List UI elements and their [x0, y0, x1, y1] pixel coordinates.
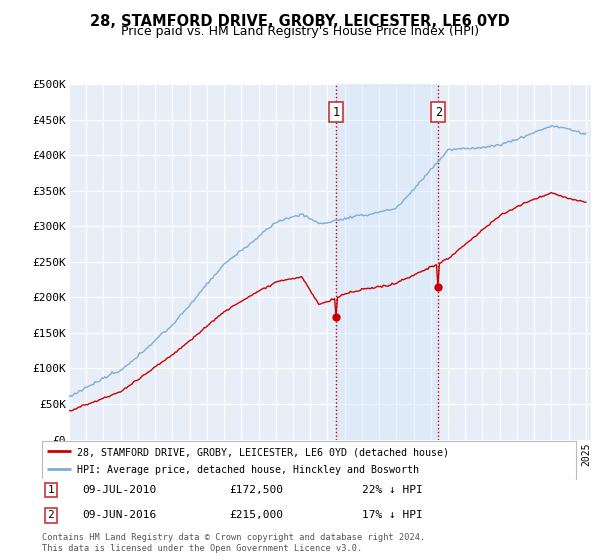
Text: 2: 2	[435, 106, 442, 119]
Text: 1: 1	[333, 106, 340, 119]
Text: 17% ↓ HPI: 17% ↓ HPI	[362, 510, 423, 520]
Text: 22% ↓ HPI: 22% ↓ HPI	[362, 485, 423, 495]
Text: 28, STAMFORD DRIVE, GROBY, LEICESTER, LE6 0YD (detached house): 28, STAMFORD DRIVE, GROBY, LEICESTER, LE…	[77, 447, 449, 457]
Text: 1: 1	[47, 485, 54, 495]
Text: Contains HM Land Registry data © Crown copyright and database right 2024.
This d: Contains HM Land Registry data © Crown c…	[42, 533, 425, 553]
Text: 09-JUN-2016: 09-JUN-2016	[82, 510, 156, 520]
Text: HPI: Average price, detached house, Hinckley and Bosworth: HPI: Average price, detached house, Hinc…	[77, 465, 419, 475]
Text: 28, STAMFORD DRIVE, GROBY, LEICESTER, LE6 0YD: 28, STAMFORD DRIVE, GROBY, LEICESTER, LE…	[90, 14, 510, 29]
Text: Price paid vs. HM Land Registry's House Price Index (HPI): Price paid vs. HM Land Registry's House …	[121, 25, 479, 38]
Text: 2: 2	[47, 510, 54, 520]
Text: £172,500: £172,500	[229, 485, 283, 495]
Text: 09-JUL-2010: 09-JUL-2010	[82, 485, 156, 495]
Bar	[337, 84, 439, 440]
Text: £215,000: £215,000	[229, 510, 283, 520]
